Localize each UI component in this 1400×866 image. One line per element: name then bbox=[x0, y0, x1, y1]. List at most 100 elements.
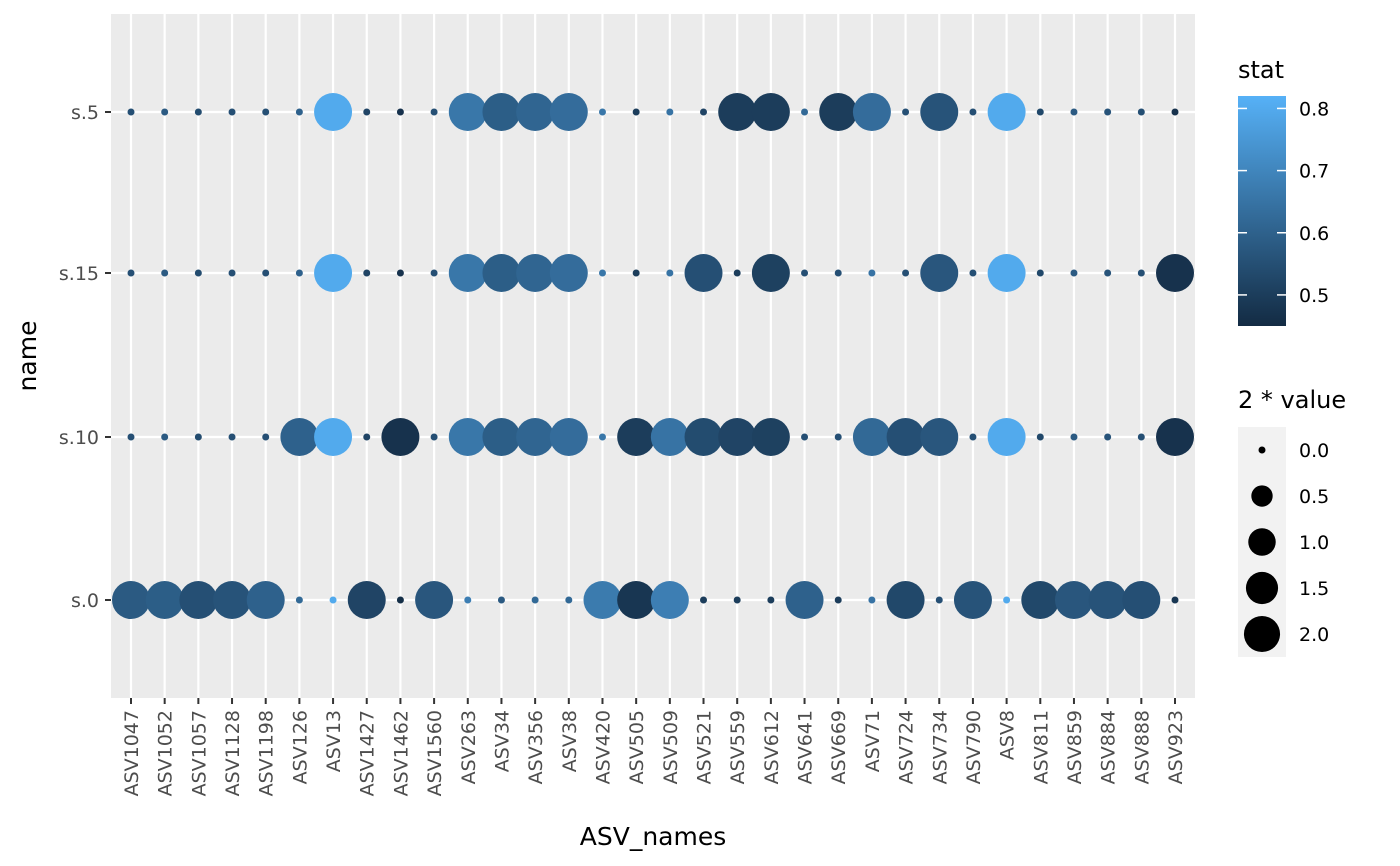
size-legend-title: 2 * value bbox=[1238, 386, 1346, 414]
x-tick-label: ASV509 bbox=[660, 710, 682, 784]
x-tick-label: ASV420 bbox=[592, 710, 614, 784]
data-point bbox=[430, 269, 438, 277]
data-point bbox=[448, 418, 487, 456]
data-points bbox=[112, 93, 1194, 619]
data-point bbox=[650, 418, 689, 456]
data-point bbox=[684, 418, 723, 456]
data-point bbox=[396, 108, 404, 116]
x-axis-title: ASV_names bbox=[580, 822, 727, 851]
x-tick-label: ASV1057 bbox=[188, 710, 210, 796]
size-legend-label: 2.0 bbox=[1299, 624, 1329, 646]
data-point bbox=[396, 596, 404, 604]
x-tick-label: ASV521 bbox=[694, 710, 716, 784]
data-point bbox=[969, 269, 977, 277]
data-point bbox=[987, 93, 1026, 131]
size-legend-keys: 0.0 0.5 1.0 1.5 2.0 bbox=[1243, 440, 1329, 653]
data-point bbox=[819, 93, 858, 131]
data-point bbox=[834, 433, 842, 441]
data-point bbox=[430, 108, 438, 116]
data-point bbox=[1156, 418, 1194, 456]
data-point bbox=[127, 269, 135, 277]
data-point bbox=[228, 269, 236, 277]
data-point bbox=[531, 596, 539, 604]
data-point bbox=[886, 581, 925, 619]
data-point bbox=[684, 254, 723, 292]
data-point bbox=[482, 93, 521, 131]
data-point bbox=[161, 108, 169, 116]
data-point bbox=[666, 108, 674, 116]
data-point bbox=[632, 108, 640, 116]
data-point bbox=[785, 581, 824, 619]
data-point bbox=[127, 433, 135, 441]
data-point bbox=[464, 596, 472, 604]
y-tick-label: s.0 bbox=[71, 590, 99, 612]
data-point bbox=[1137, 269, 1145, 277]
x-tick-label: ASV859 bbox=[1064, 710, 1086, 784]
data-point bbox=[852, 418, 891, 456]
data-point bbox=[127, 108, 135, 116]
y-tick-label: s.5 bbox=[71, 102, 99, 124]
data-point bbox=[145, 581, 184, 619]
data-point bbox=[733, 269, 741, 277]
data-point bbox=[868, 596, 876, 604]
data-point bbox=[194, 433, 202, 441]
x-tick-label: ASV356 bbox=[525, 710, 547, 784]
data-point bbox=[920, 254, 959, 292]
data-point bbox=[598, 269, 606, 277]
data-point bbox=[751, 93, 790, 131]
x-tick-label: ASV1047 bbox=[121, 710, 143, 796]
size-legend-key bbox=[1251, 485, 1273, 507]
x-tick-label: ASV1198 bbox=[256, 710, 278, 796]
data-point bbox=[415, 581, 454, 619]
data-point bbox=[516, 254, 555, 292]
x-tick-label: ASV1462 bbox=[390, 710, 412, 796]
data-point bbox=[280, 418, 319, 456]
x-tick-label: ASV811 bbox=[1030, 710, 1052, 784]
x-tick-label: ASV13 bbox=[323, 710, 345, 772]
data-point bbox=[430, 433, 438, 441]
size-legend-label: 1.5 bbox=[1299, 578, 1329, 600]
data-point bbox=[583, 581, 622, 619]
x-tick-label: ASV1427 bbox=[357, 710, 379, 796]
x-tick-label: ASV34 bbox=[491, 710, 513, 772]
data-point bbox=[1104, 269, 1112, 277]
x-tick-label: ASV884 bbox=[1098, 710, 1120, 784]
data-point bbox=[598, 433, 606, 441]
data-point bbox=[549, 254, 588, 292]
data-point bbox=[549, 418, 588, 456]
x-tick-label: ASV263 bbox=[458, 710, 480, 784]
data-point bbox=[617, 581, 656, 619]
color-bar-ticks: 0.5 0.6 0.7 0.8 bbox=[1238, 98, 1329, 307]
data-point bbox=[733, 596, 741, 604]
data-point bbox=[751, 418, 790, 456]
x-axis-ticks: ASV1047 ASV1052 ASV1057 ASV1128 ASV1198 ASV12… bbox=[121, 698, 1187, 796]
data-point bbox=[482, 254, 521, 292]
data-point bbox=[565, 596, 573, 604]
x-tick-label: ASV8 bbox=[997, 710, 1019, 760]
x-tick-label: ASV669 bbox=[828, 710, 850, 784]
data-point bbox=[920, 418, 959, 456]
data-point bbox=[161, 433, 169, 441]
data-point bbox=[381, 418, 420, 456]
data-point bbox=[112, 581, 150, 619]
x-tick-label: ASV923 bbox=[1165, 710, 1187, 784]
x-tick-label: ASV790 bbox=[963, 710, 985, 784]
data-point bbox=[902, 269, 910, 277]
size-legend-key bbox=[1245, 571, 1279, 605]
data-point bbox=[852, 93, 891, 131]
data-point bbox=[363, 108, 371, 116]
data-point bbox=[632, 269, 640, 277]
data-point bbox=[1003, 596, 1011, 604]
color-bar bbox=[1238, 96, 1286, 326]
data-point bbox=[1171, 108, 1179, 116]
x-tick-label: ASV1560 bbox=[424, 710, 446, 796]
data-point bbox=[482, 418, 521, 456]
data-point bbox=[801, 108, 809, 116]
data-point bbox=[179, 581, 218, 619]
data-point bbox=[718, 418, 757, 456]
data-point bbox=[1070, 433, 1078, 441]
data-point bbox=[194, 108, 202, 116]
data-point bbox=[886, 418, 925, 456]
x-tick-label: ASV1052 bbox=[155, 710, 177, 796]
x-tick-label: ASV126 bbox=[289, 710, 311, 784]
